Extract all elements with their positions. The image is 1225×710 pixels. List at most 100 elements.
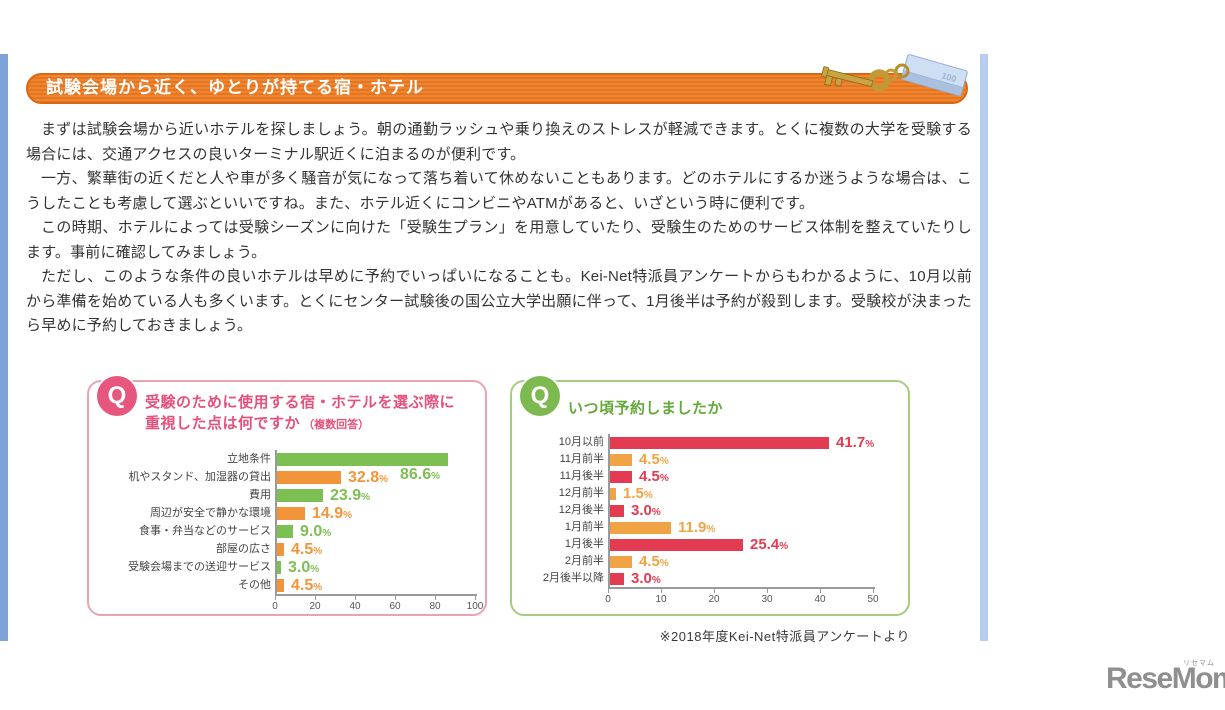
percent-sign: % bbox=[706, 523, 716, 535]
chart-hotel-priorities: Q 受験のために使用する宿・ホテルを選ぶ際に 重視した点は何ですか （複数回答） … bbox=[87, 376, 487, 616]
category-label: 周辺が安全で静かな環境 bbox=[150, 507, 271, 519]
chart-reservation-timing: Q いつ頃予約しましたか 10月以前 41.7% 11月前半 4.5% 11月後半 4.5… bbox=[510, 376, 910, 616]
tick-mark bbox=[820, 589, 821, 593]
bar bbox=[608, 572, 624, 585]
tick-mark bbox=[873, 589, 874, 593]
percent-sign: % bbox=[361, 491, 371, 503]
subheading-banner: 試験会場から近く、ゆとりが持てる宿・ホテル bbox=[26, 73, 968, 104]
category-label: 2月前半 bbox=[564, 555, 604, 567]
percent-sign: % bbox=[343, 509, 353, 521]
percent-sign: % bbox=[322, 527, 332, 539]
bar bbox=[275, 542, 284, 556]
category-label: 1月後半 bbox=[564, 538, 604, 550]
document-body: 試験会場から近く、ゆとりが持てる宿・ホテル 100 まず bbox=[0, 54, 988, 644]
tick-label: 60 bbox=[389, 601, 401, 612]
axis-baseline bbox=[275, 450, 277, 594]
value-label: 9.0% bbox=[300, 522, 332, 540]
bar bbox=[608, 487, 616, 500]
bar bbox=[608, 470, 632, 483]
paragraph-1: まずは試験会場から近いホテルを探しましょう。朝の通勤ラッシュや乗り換えのストレス… bbox=[26, 121, 972, 163]
axis-baseline bbox=[608, 434, 610, 587]
value-label: 11.9% bbox=[678, 518, 716, 536]
tick-label: 20 bbox=[708, 594, 720, 605]
bar bbox=[275, 452, 448, 466]
bar bbox=[275, 506, 305, 520]
value-label: 4.5% bbox=[639, 552, 669, 570]
category-label: 11月後半 bbox=[559, 470, 604, 482]
question-badge-icon: Q bbox=[520, 376, 560, 416]
bar bbox=[608, 538, 743, 551]
paragraph-4: ただし、このような条件の良いホテルは早めに予約でいっぱいになることも。Kei-N… bbox=[26, 268, 972, 334]
bar bbox=[608, 453, 632, 466]
percent-sign: % bbox=[651, 574, 661, 586]
value-label: 4.5% bbox=[291, 540, 323, 558]
tick-mark bbox=[714, 589, 715, 593]
percent-sign: % bbox=[431, 470, 441, 482]
category-label: 12月後半 bbox=[558, 504, 604, 516]
tick-label: 40 bbox=[814, 594, 826, 605]
value-label: 23.9% bbox=[330, 486, 371, 504]
tick-label: 10 bbox=[655, 594, 667, 605]
percent-sign: % bbox=[659, 455, 669, 467]
value-label: 1.5% bbox=[623, 484, 653, 502]
value-label: 3.0% bbox=[631, 569, 661, 587]
axis-line bbox=[608, 587, 875, 589]
tick-mark bbox=[608, 589, 609, 593]
tick-label: 0 bbox=[272, 601, 278, 612]
value-label: 4.5% bbox=[639, 450, 669, 468]
bar bbox=[608, 555, 632, 568]
tick-label: 50 bbox=[867, 594, 879, 605]
value-label: 25.4% bbox=[750, 535, 789, 553]
bar bbox=[275, 470, 341, 484]
percent-sign: % bbox=[659, 557, 669, 569]
tick-mark bbox=[275, 596, 276, 600]
paragraph-2: 一方、繁華街の近くだと人や車が多く騒音が気になって落ち着いて休めないこともありま… bbox=[26, 170, 973, 212]
percent-sign: % bbox=[310, 563, 320, 575]
percent-sign: % bbox=[379, 473, 389, 485]
chart-title-note: （複数回答） bbox=[300, 419, 370, 431]
axis-line bbox=[275, 594, 477, 596]
resemom-logo-text: ReseMom. bbox=[1106, 662, 1225, 695]
article-text: まずは試験会場から近いホテルを探しましょう。朝の通勤ラッシュや乗り換えのストレス… bbox=[26, 118, 972, 339]
tick-label: 40 bbox=[349, 601, 361, 612]
value-label: 14.9% bbox=[312, 504, 353, 522]
value-label: 32.8% bbox=[348, 468, 389, 486]
category-label: 机やスタンド、加湿器の貸出 bbox=[128, 471, 271, 483]
tick-label: 80 bbox=[429, 601, 441, 612]
tick-mark bbox=[315, 596, 316, 600]
tick-label: 20 bbox=[309, 601, 321, 612]
question-badge-icon: Q bbox=[97, 376, 137, 416]
chart-title-line: 重視した点は何ですか （複数回答） bbox=[145, 415, 370, 432]
chart-plot-area: 10月以前 41.7% 11月前半 4.5% 11月後半 4.5% 12月前半 1.5% 12月… bbox=[514, 384, 906, 612]
tick-mark bbox=[395, 596, 396, 600]
percent-sign: % bbox=[643, 489, 653, 501]
category-label: その他 bbox=[238, 579, 271, 591]
category-label: 2月後半以降 bbox=[542, 572, 604, 584]
paragraph-3: この時期、ホテルによっては受験シーズンに向けた「受験生プラン」を用意していたり、… bbox=[26, 219, 972, 261]
percent-sign: % bbox=[779, 540, 789, 552]
percent-sign: % bbox=[865, 438, 875, 450]
tick-label: 100 bbox=[466, 601, 484, 612]
svg-text:100: 100 bbox=[940, 70, 957, 84]
chart-title-line: 受験のために使用する宿・ホテルを選ぶ際に bbox=[145, 394, 456, 411]
tick-mark bbox=[661, 589, 662, 593]
category-label: 11月前半 bbox=[559, 453, 604, 465]
tick-mark bbox=[475, 596, 476, 600]
category-label: 10月以前 bbox=[558, 436, 604, 448]
value-label: 41.7% bbox=[836, 433, 875, 451]
tick-label: 0 bbox=[605, 594, 611, 605]
bar bbox=[608, 504, 624, 517]
percent-sign: % bbox=[659, 472, 669, 484]
category-label: 食事・弁当などのサービス bbox=[139, 525, 271, 537]
bar bbox=[275, 578, 284, 592]
bar bbox=[275, 560, 281, 574]
value-label: 3.0% bbox=[631, 501, 661, 519]
value-label: 86.6% bbox=[400, 465, 441, 483]
category-label: 1月前半 bbox=[564, 521, 604, 533]
bar bbox=[275, 488, 323, 502]
resemom-logo: リセマム ReseMom. bbox=[1106, 660, 1225, 696]
tick-mark bbox=[435, 596, 436, 600]
value-label: 4.5% bbox=[639, 467, 669, 485]
value-label: 4.5% bbox=[291, 576, 323, 594]
